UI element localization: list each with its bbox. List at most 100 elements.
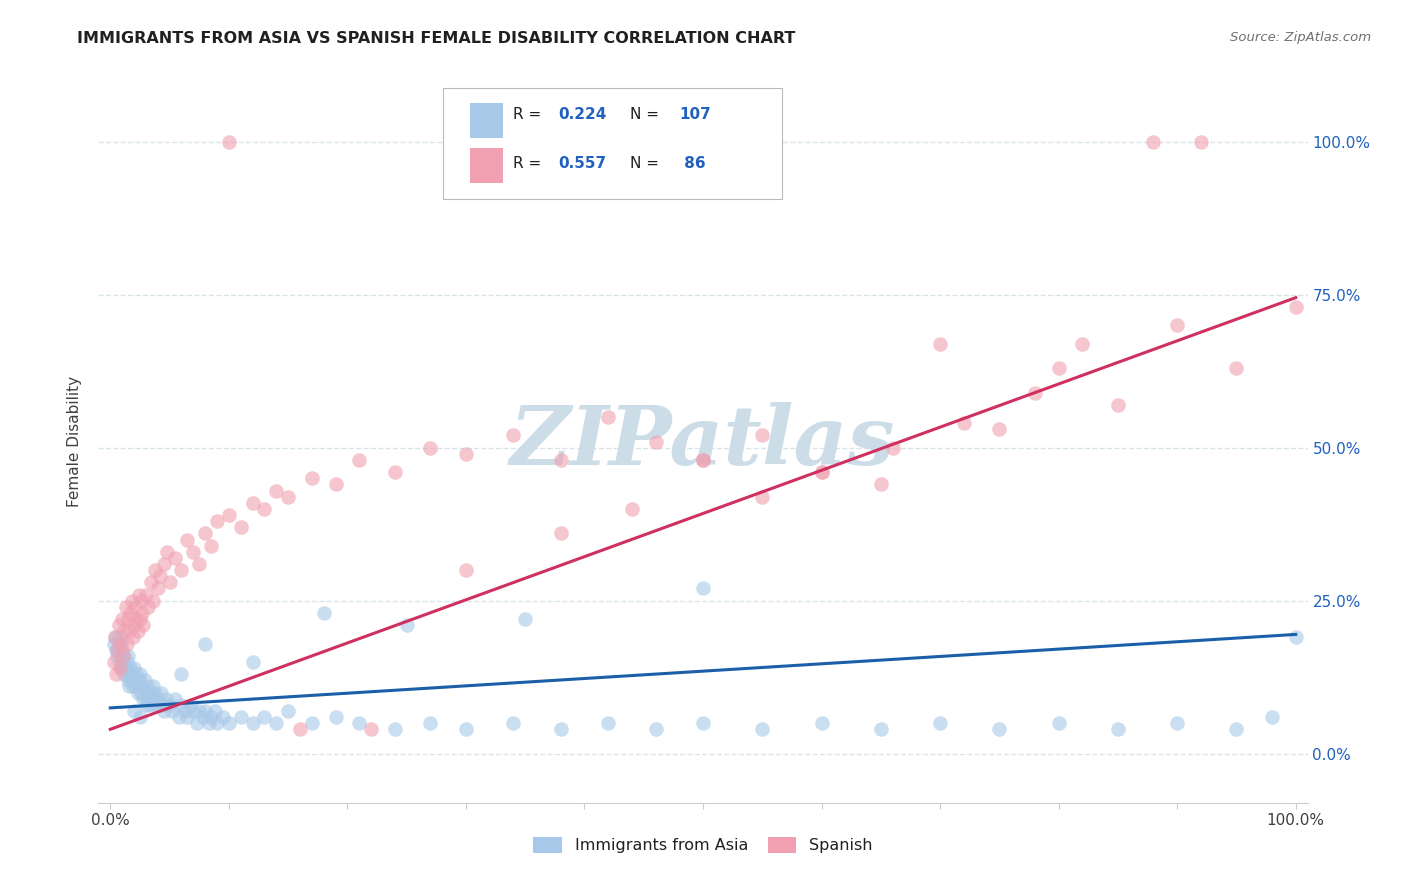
Point (142, 593, 165, 607)
Point (869, 477, 891, 491)
Point (170, 563, 193, 577)
Point (1166, 716, 1188, 731)
Point (136, 680, 159, 694)
Point (204, 704, 226, 718)
Point (502, 716, 524, 731)
Point (136, 599, 159, 614)
Point (988, 422, 1011, 436)
Point (1285, 631, 1308, 645)
Point (105, 648, 128, 663)
Point (384, 723, 406, 737)
Point (117, 612, 139, 626)
Point (810, 465, 832, 479)
Point (136, 691, 159, 706)
Point (176, 710, 198, 724)
Point (125, 667, 148, 681)
Point (165, 691, 187, 706)
Point (103, 655, 125, 669)
Text: ZIPatlas: ZIPatlas (510, 401, 896, 482)
Point (117, 673, 139, 688)
Point (347, 716, 370, 731)
Point (120, 673, 142, 688)
Point (143, 685, 166, 699)
Point (146, 691, 169, 706)
Text: IMMIGRANTS FROM ASIA VS SPANISH FEMALE DISABILITY CORRELATION CHART: IMMIGRANTS FROM ASIA VS SPANISH FEMALE D… (77, 31, 796, 46)
Point (253, 710, 276, 724)
Y-axis label: Female Disability: Female Disability (67, 376, 83, 508)
Point (118, 667, 141, 681)
Text: 107: 107 (679, 107, 710, 121)
Point (152, 557, 174, 571)
Point (242, 496, 264, 510)
Point (103, 637, 125, 651)
Point (242, 716, 264, 731)
Point (1107, 723, 1129, 737)
Point (550, 526, 572, 541)
Point (454, 447, 477, 461)
Point (124, 680, 146, 694)
Point (159, 698, 181, 712)
Point (395, 618, 418, 632)
Point (869, 723, 891, 737)
FancyBboxPatch shape (470, 148, 503, 183)
Text: 86: 86 (679, 155, 706, 170)
Point (229, 710, 252, 724)
Point (1189, 135, 1212, 149)
Point (121, 631, 143, 645)
Point (264, 483, 287, 498)
Point (751, 723, 773, 737)
Point (115, 637, 138, 651)
Point (127, 624, 149, 639)
Point (125, 612, 148, 626)
Point (105, 642, 128, 657)
Point (929, 336, 952, 351)
Point (129, 680, 152, 694)
Point (129, 667, 152, 681)
Point (218, 716, 240, 731)
Text: 0.224: 0.224 (558, 107, 606, 121)
Point (205, 514, 228, 528)
Point (114, 624, 136, 639)
Point (152, 698, 174, 712)
Point (124, 599, 146, 614)
Text: N =: N = (630, 155, 659, 170)
Point (165, 550, 187, 565)
Point (194, 704, 217, 718)
Point (384, 465, 406, 479)
Point (1047, 361, 1070, 376)
Point (107, 618, 129, 632)
Point (117, 648, 139, 663)
Point (129, 710, 152, 724)
Point (242, 655, 264, 669)
Text: Source: ZipAtlas.com: Source: ZipAtlas.com (1230, 31, 1371, 45)
Point (1047, 716, 1070, 731)
Point (143, 691, 166, 706)
Point (181, 545, 204, 559)
Point (191, 710, 214, 724)
Point (143, 698, 166, 712)
Point (149, 569, 172, 583)
Point (301, 471, 323, 485)
Point (148, 698, 170, 712)
Text: R =: R = (513, 155, 547, 170)
Point (122, 704, 145, 718)
Point (1166, 318, 1188, 333)
Legend: Immigrants from Asia, Spanish: Immigrants from Asia, Spanish (527, 831, 879, 860)
FancyBboxPatch shape (470, 103, 503, 137)
Point (288, 723, 311, 737)
Point (692, 453, 714, 467)
Point (197, 716, 219, 731)
Point (135, 685, 157, 699)
Point (1285, 300, 1308, 314)
Point (121, 667, 143, 681)
Point (150, 685, 173, 699)
FancyBboxPatch shape (443, 87, 782, 200)
Point (200, 710, 222, 724)
Point (194, 526, 217, 541)
Point (620, 502, 643, 516)
Point (129, 612, 152, 626)
Point (111, 642, 134, 657)
Point (454, 723, 477, 737)
Point (129, 685, 152, 699)
Point (159, 575, 181, 590)
